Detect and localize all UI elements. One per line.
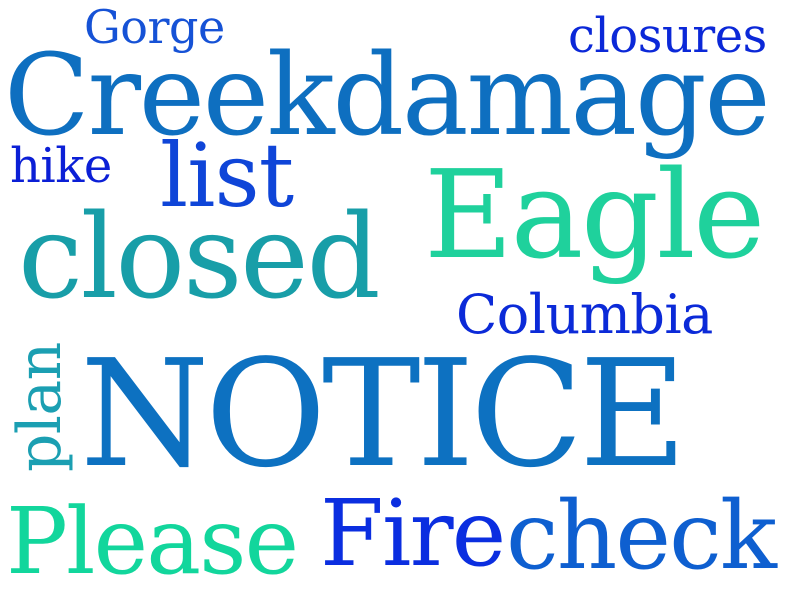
word-plan: plan [5, 342, 75, 472]
word-list: list [160, 124, 294, 227]
word-eagle: Eagle [424, 144, 765, 286]
word-please: Please [6, 488, 299, 595]
word-columbia: Columbia [456, 283, 713, 346]
word-closed: closed [18, 190, 381, 325]
word-gorge: Gorge [84, 0, 225, 54]
word-check: check [506, 482, 777, 591]
word-hike: hike [10, 138, 112, 194]
word-closures: closures [568, 8, 767, 64]
word-notice: NOTICE [80, 328, 687, 500]
word-creekdamage: Creekdamage [4, 31, 771, 161]
word-fire: Fire [320, 480, 506, 587]
